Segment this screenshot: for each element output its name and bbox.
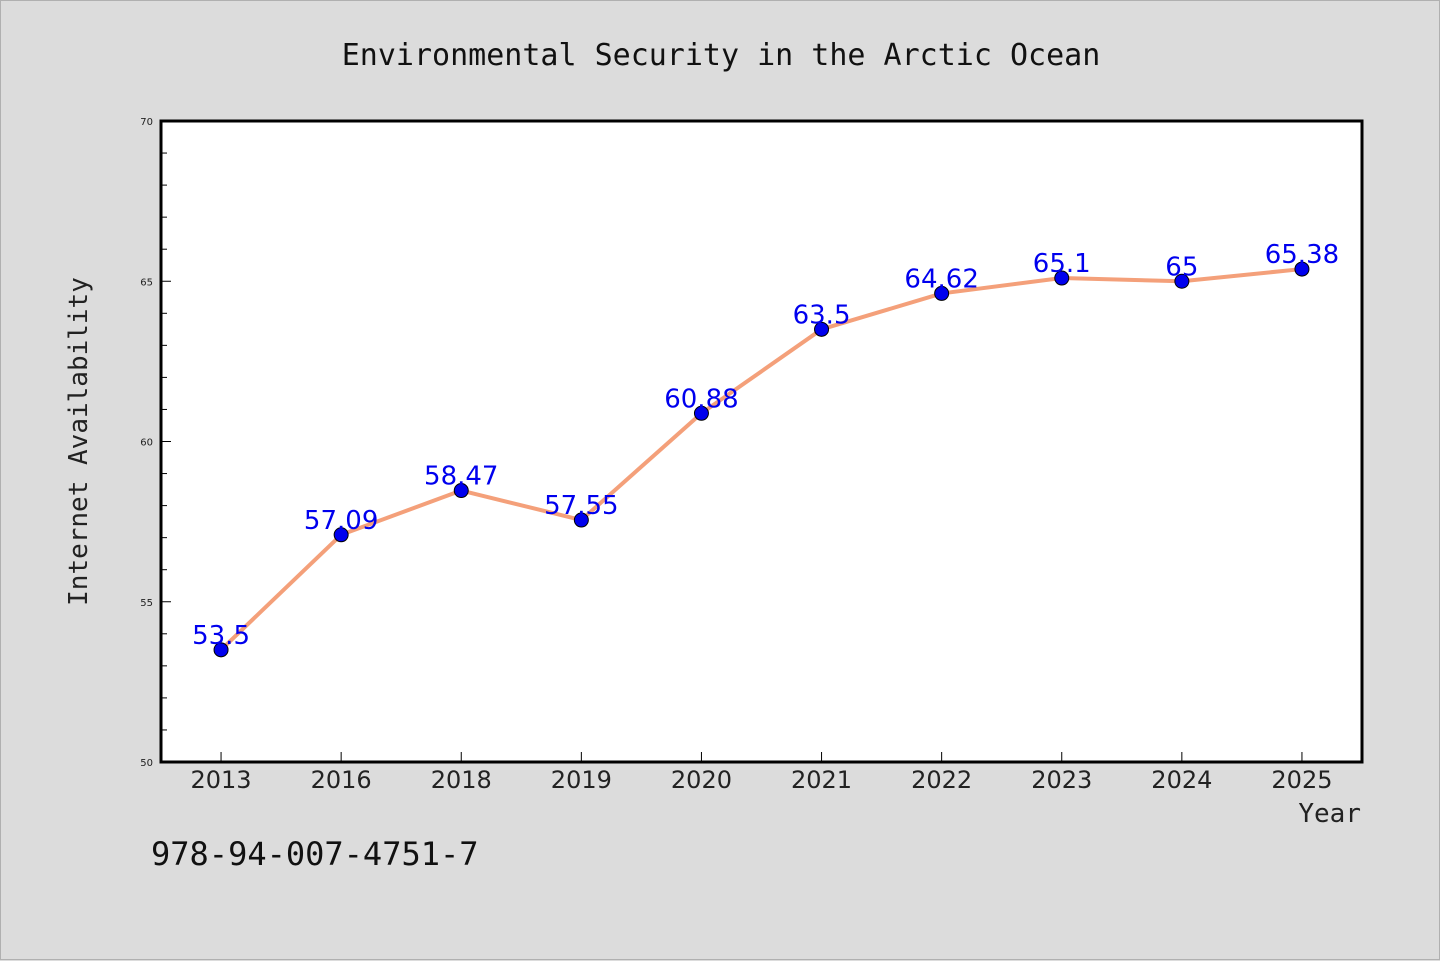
data-point [1174, 273, 1190, 289]
x-tick-label: 2020 [671, 766, 732, 794]
data-label: 60.88 [664, 384, 738, 414]
data-label: 65.1 [1033, 249, 1091, 279]
data-point [934, 285, 950, 301]
x-tick-label: 2025 [1271, 766, 1332, 794]
data-point [573, 512, 589, 528]
y-axis-label: Internet Availability [64, 277, 94, 606]
y-tick-label: 70 [140, 117, 153, 128]
plot-area [159, 119, 1364, 764]
data-label: 65 [1165, 252, 1198, 282]
data-point [693, 405, 709, 421]
y-axis: 50 55 60 65 70 [140, 117, 171, 769]
x-tick-label: 2022 [911, 766, 972, 794]
x-tick-label: 2016 [311, 766, 372, 794]
x-tick-label: 2023 [1031, 766, 1092, 794]
data-point [213, 642, 229, 658]
data-point [814, 321, 830, 337]
x-axis: 2013 2016 2018 2019 2020 2021 2022 2023 2024 2025 [191, 752, 1332, 794]
data-point [1294, 261, 1310, 277]
series-line [219, 267, 1304, 652]
data-point [1054, 270, 1070, 286]
x-tick-label: 2024 [1151, 766, 1212, 794]
x-tick-label: 2013 [191, 766, 252, 794]
series-layer: 53.5 57.09 58.47 57.55 60.88 63.5 64.62 65.1 65 6… [192, 240, 1339, 658]
y-tick-label: 60 [140, 438, 153, 449]
y-tick-label: 55 [140, 598, 153, 609]
x-tick-label: 2018 [431, 766, 492, 794]
data-label: 65.38 [1265, 240, 1339, 270]
data-label: 63.5 [793, 300, 851, 330]
x-tick-label: 2019 [551, 766, 612, 794]
data-label: 64.62 [904, 264, 978, 294]
x-axis-label: Year [1298, 799, 1361, 829]
data-label: 53.5 [192, 621, 250, 651]
y-tick-label: 50 [140, 758, 153, 769]
data-label: 57.55 [544, 491, 618, 521]
y-tick-label: 65 [140, 277, 153, 288]
data-label: 58.47 [424, 462, 498, 492]
data-point [333, 527, 349, 543]
x-tick-label: 2021 [791, 766, 852, 794]
data-point [453, 483, 469, 499]
chart-title: Environmental Security in the Arctic Oce… [342, 38, 1101, 73]
data-label: 57.09 [304, 506, 378, 536]
footer-isbn: 978-94-007-4751-7 [151, 835, 479, 873]
